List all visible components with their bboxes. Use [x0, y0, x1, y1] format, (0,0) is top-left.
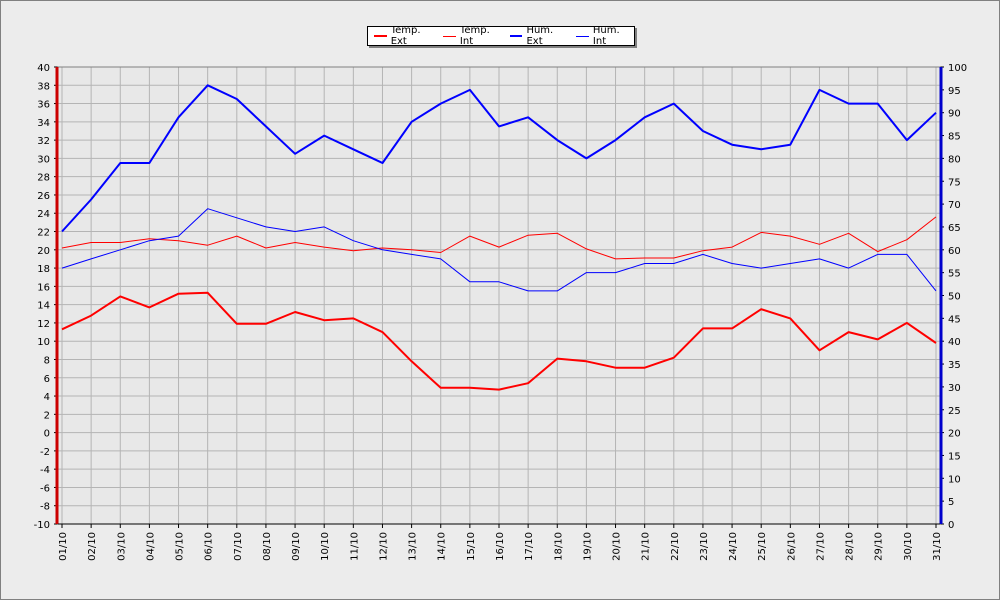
legend-item-hum-ext: Hum. Ext: [509, 25, 568, 47]
x-tick-label: 31/10: [932, 532, 943, 561]
x-tick-label: 21/10: [641, 532, 652, 561]
series-line-3: [61, 208, 937, 292]
right-tick-label: 75: [948, 177, 961, 188]
left-tick-label: 12: [37, 319, 50, 330]
left-tick-label: 8: [44, 355, 50, 366]
x-tick-label: 20/10: [612, 532, 623, 561]
legend-swatch-temp-int: [443, 35, 456, 37]
x-tick-label: 11/10: [349, 532, 360, 561]
x-tick-label: 01/10: [58, 532, 69, 561]
left-tick-label: 36: [37, 100, 50, 111]
x-tick-label: 05/10: [175, 532, 186, 561]
x-tick-label: 28/10: [845, 532, 856, 561]
x-tick-label: 26/10: [786, 532, 797, 561]
right-tick-label: 35: [948, 360, 961, 371]
x-tick-label: 04/10: [145, 532, 156, 561]
right-tick-label: 100: [948, 63, 967, 74]
left-tick-label: 14: [37, 301, 50, 312]
x-tick-label: 06/10: [204, 532, 215, 561]
series-line-1: [61, 216, 937, 260]
x-tick-label: 24/10: [728, 532, 739, 561]
x-tick-label: 27/10: [815, 532, 826, 561]
x-tick-label: 12/10: [378, 532, 389, 561]
right-tick-label: 95: [948, 86, 961, 97]
legend-label-temp-ext: Temp. Ext: [390, 25, 421, 47]
x-tick-label: 23/10: [699, 532, 710, 561]
left-tick-label: 2: [44, 410, 50, 421]
legend-swatch-hum-int: [576, 35, 589, 37]
left-tick-label: 28: [37, 173, 50, 184]
right-tick-label: 50: [948, 292, 961, 303]
x-tick-label: 13/10: [408, 532, 419, 561]
right-tick-label: 15: [948, 451, 961, 462]
left-tick-label: 30: [37, 154, 50, 165]
legend-label-hum-int: Hum. Int: [592, 25, 620, 47]
left-tick-label: 26: [37, 191, 50, 202]
x-tick-label: 10/10: [320, 532, 331, 561]
left-tick-label: 16: [37, 282, 50, 293]
x-tick-label: 19/10: [582, 532, 593, 561]
right-tick-label: 5: [948, 497, 954, 508]
right-tick-label: 90: [948, 109, 961, 120]
right-tick-label: 55: [948, 269, 961, 280]
x-tick-label: 09/10: [291, 532, 302, 561]
x-tick-label: 30/10: [903, 532, 914, 561]
legend-label-temp-int: Temp. Int: [459, 25, 490, 47]
x-tick-label: 16/10: [495, 532, 506, 561]
left-tick-label: 34: [37, 118, 50, 129]
left-tick-label: 6: [44, 374, 50, 385]
left-tick-label: -4: [40, 465, 50, 476]
left-tick-label: 32: [37, 136, 50, 147]
right-tick-label: 60: [948, 246, 961, 257]
x-tick-label: 03/10: [116, 532, 127, 561]
legend-swatch-hum-ext: [509, 35, 523, 37]
x-tick-label: 14/10: [437, 532, 448, 561]
right-tick-label: 45: [948, 314, 961, 325]
left-tick-label: -2: [40, 447, 50, 458]
x-tick-label: 15/10: [466, 532, 477, 561]
legend-label-hum-ext: Hum. Ext: [526, 25, 554, 47]
right-tick-label: 65: [948, 223, 961, 234]
series-line-2: [61, 84, 937, 233]
x-tick-label: 29/10: [874, 532, 885, 561]
right-tick-label: 80: [948, 154, 961, 165]
right-tick-label: 10: [948, 474, 961, 485]
left-tick-label: 24: [37, 209, 50, 220]
series-line-0: [61, 291, 937, 391]
left-tick-label: 18: [37, 264, 50, 275]
left-tick-label: 38: [37, 81, 50, 92]
legend-swatch-temp-ext: [374, 35, 387, 37]
right-tick-label: 70: [948, 200, 961, 211]
right-tick-label: 30: [948, 383, 961, 394]
left-tick-label: 40: [37, 63, 50, 74]
x-tick-label: 08/10: [262, 532, 273, 561]
left-tick-label: -10: [34, 520, 50, 531]
right-tick-label: 25: [948, 406, 961, 417]
legend-item-temp-int: Temp. Int: [443, 25, 502, 47]
right-tick-label: 20: [948, 429, 961, 440]
x-tick-label: 22/10: [670, 532, 681, 561]
left-tick-label: 10: [37, 337, 50, 348]
left-tick-label: -6: [40, 483, 50, 494]
left-tick-label: 4: [44, 392, 50, 403]
legend-item-hum-int: Hum. Int: [576, 25, 632, 47]
right-tick-label: 85: [948, 132, 961, 143]
left-tick-label: 0: [44, 429, 50, 440]
x-tick-label: 25/10: [757, 532, 768, 561]
x-tick-label: 18/10: [553, 532, 564, 561]
right-tick-label: 40: [948, 337, 961, 348]
legend-item-temp-ext: Temp. Ext: [374, 25, 435, 47]
left-tick-label: 22: [37, 228, 50, 239]
x-tick-label: 17/10: [524, 532, 535, 561]
x-tick-label: 07/10: [233, 532, 244, 561]
left-tick-label: 20: [37, 246, 50, 257]
right-tick-label: 0: [948, 520, 954, 531]
left-tick-label: -8: [40, 502, 50, 513]
legend: Temp. Ext Temp. Int Hum. Ext Hum. Int: [367, 25, 635, 47]
x-tick-label: 02/10: [87, 532, 98, 561]
